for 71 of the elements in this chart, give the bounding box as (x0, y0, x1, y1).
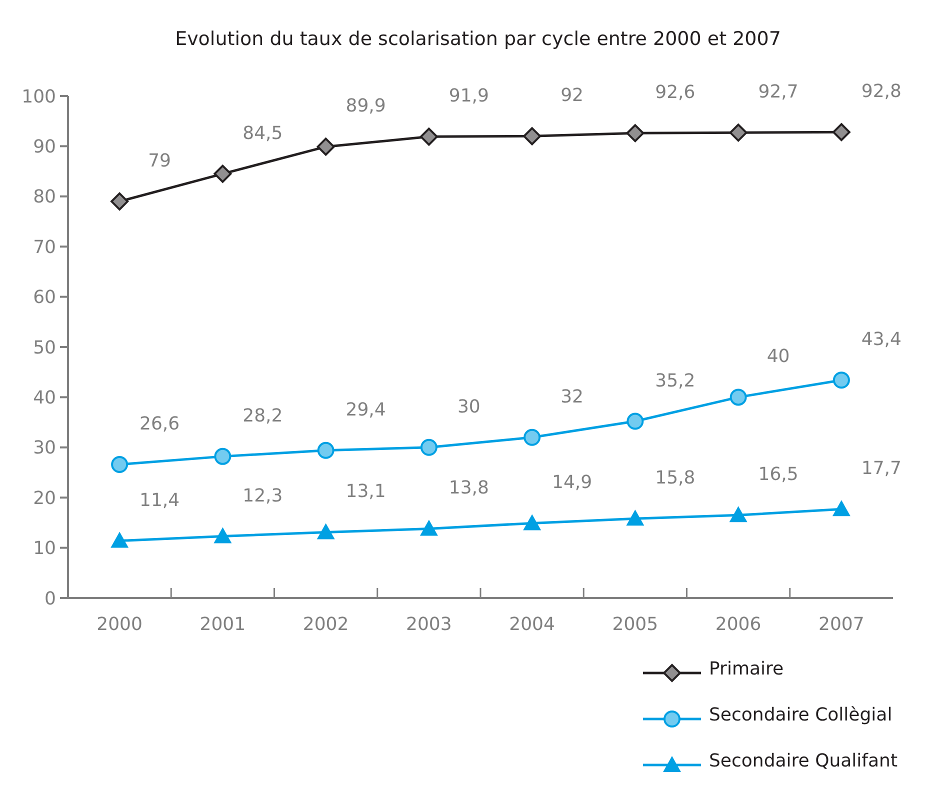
data-label: 40 (766, 346, 790, 368)
data-label: 92,6 (655, 82, 696, 104)
point (110, 192, 129, 210)
point (317, 442, 334, 459)
point (729, 506, 748, 522)
data-label: 30 (457, 396, 480, 418)
y-tick-label: 0 (44, 588, 56, 610)
x-tick-label: 2004 (509, 614, 555, 635)
data-label: 16,5 (758, 464, 798, 486)
data-label: 15,8 (655, 468, 696, 489)
point (832, 372, 850, 389)
point (110, 532, 129, 548)
y-tick-label: 30 (33, 438, 56, 459)
data-label: 84,5 (242, 122, 283, 144)
data-label: 13,1 (346, 481, 386, 502)
data-label: 92,7 (758, 82, 798, 103)
point (214, 527, 232, 544)
point (729, 124, 748, 142)
y-tick-label: 60 (33, 287, 56, 308)
data-label: 11,4 (140, 490, 180, 511)
y-tick-label: 80 (33, 186, 56, 208)
point (832, 500, 850, 516)
data-label: 12,3 (242, 485, 283, 506)
point (524, 428, 541, 446)
point (832, 123, 850, 142)
point (420, 128, 438, 146)
point (730, 388, 747, 406)
y-tick-label: 40 (33, 388, 56, 408)
data-label: 43,4 (861, 329, 902, 350)
point (214, 164, 232, 183)
y-tick-label: 100 (22, 86, 56, 108)
point (523, 127, 542, 146)
x-tick-label: 2006 (715, 614, 762, 635)
point (626, 510, 644, 526)
data-label: 35,2 (655, 370, 696, 392)
point (316, 523, 335, 540)
data-label: 14,9 (552, 472, 592, 494)
x-tick-label: 2000 (96, 614, 142, 635)
x-tick-label: 2001 (200, 614, 246, 635)
x-tick-label: 2007 (818, 614, 864, 635)
data-label: 92,8 (861, 81, 902, 102)
legend-label: Secondaire Collègial (709, 704, 892, 726)
data-label: 28,2 (242, 405, 283, 426)
y-tick-label: 70 (33, 236, 56, 258)
legend-label: Secondaire Qualifant (709, 750, 898, 772)
point (214, 448, 232, 465)
data-label: 79 (148, 150, 172, 172)
point (316, 138, 335, 156)
point (523, 514, 542, 530)
point (626, 124, 644, 142)
x-tick-label: 2002 (302, 614, 349, 635)
y-tick-label: 10 (33, 538, 56, 560)
point (420, 438, 438, 456)
y-tick-label: 90 (33, 136, 56, 158)
point (111, 456, 128, 473)
data-label: 13,8 (448, 478, 489, 499)
x-tick-label: 2005 (612, 614, 658, 635)
data-label: 91,9 (448, 86, 489, 107)
data-label: 32 (560, 386, 584, 408)
data-label: 89,9 (346, 96, 386, 117)
point (420, 520, 438, 536)
data-label: 92 (560, 85, 584, 106)
x-tick-label: 2003 (406, 614, 452, 635)
data-label: 17,7 (861, 458, 902, 480)
point (626, 412, 644, 430)
y-tick-label: 20 (33, 488, 56, 509)
legend-label: Primaire (709, 658, 784, 680)
data-label: 29,4 (346, 399, 386, 420)
data-label: 26,6 (140, 413, 180, 434)
chart-title: Evolution du taux de scolarisation par cycle entre 2000 et 2007 (175, 28, 781, 50)
y-tick-label: 50 (33, 337, 56, 358)
